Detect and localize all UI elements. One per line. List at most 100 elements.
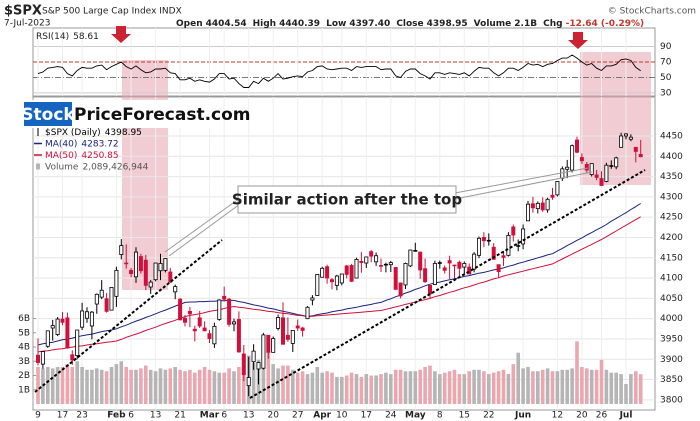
volume-bar xyxy=(158,368,163,404)
volume-bar xyxy=(291,369,295,404)
volume-bar xyxy=(467,371,471,404)
volume-bar xyxy=(521,368,525,404)
candle-body xyxy=(447,260,452,264)
candle-body xyxy=(133,251,138,278)
y-tick-label: 4400 xyxy=(660,152,683,162)
volume-bar xyxy=(286,365,290,404)
volume-bar xyxy=(340,376,344,404)
volume-bar xyxy=(46,366,50,404)
logo-badge xyxy=(24,102,72,126)
candle-body xyxy=(609,165,614,167)
candle-body xyxy=(266,334,271,353)
x-tick-label: 26 xyxy=(596,411,608,421)
quote-value: 2.1B xyxy=(514,19,537,29)
index-name: S&P 500 Large Cap Index INDX xyxy=(42,7,182,17)
legend-value: 2,089,426,944 xyxy=(82,162,148,172)
volume-bar xyxy=(178,369,182,404)
x-tick-label: 10 xyxy=(336,411,348,421)
volume-bar xyxy=(80,366,84,404)
candle-body xyxy=(604,164,609,182)
candle-body xyxy=(427,284,432,295)
y-tick-label: 3800 xyxy=(660,395,683,405)
volume-bar xyxy=(222,372,226,404)
trend-line xyxy=(249,169,646,399)
volume-bar xyxy=(629,374,633,404)
volume-bar xyxy=(212,371,217,404)
volume-bar xyxy=(526,366,530,404)
volume-bar xyxy=(565,369,569,404)
volume-bar xyxy=(413,371,418,404)
volume-bar xyxy=(379,374,383,404)
candle-body xyxy=(423,268,428,283)
candle-body xyxy=(481,237,486,242)
candle-body xyxy=(496,264,501,272)
candle-body xyxy=(624,133,629,137)
volume-bar xyxy=(55,366,60,404)
volume-bar xyxy=(153,371,158,404)
volume-bar xyxy=(330,372,334,404)
y-tick-label: 4000 xyxy=(660,314,683,324)
volume-bar xyxy=(36,366,40,404)
candle-body xyxy=(212,325,217,345)
rsi-line xyxy=(37,54,641,88)
x-tick-label: 22 xyxy=(483,411,494,421)
volume-bar xyxy=(90,369,94,404)
logo-text: PriceForecast.com xyxy=(74,105,251,125)
candle-body xyxy=(129,269,134,274)
volume-bar xyxy=(173,366,177,404)
candle-body xyxy=(153,262,158,281)
volume-bar xyxy=(300,371,305,404)
x-tick-label: 21 xyxy=(174,411,185,421)
candle-body xyxy=(168,271,173,283)
candle-body xyxy=(374,255,379,263)
candle-body xyxy=(315,274,320,296)
x-tick-label: 12 xyxy=(552,411,563,421)
moving-average xyxy=(37,203,641,346)
candle-body xyxy=(138,256,143,272)
x-tick-label: 6 xyxy=(128,411,134,421)
volume-bar xyxy=(364,374,369,404)
volume-bar xyxy=(560,369,565,404)
candle-body xyxy=(334,275,339,286)
candle-body xyxy=(104,298,109,312)
candle-body xyxy=(256,362,261,370)
volume-bar xyxy=(237,366,241,404)
volume-bar xyxy=(501,369,506,404)
volume-bar xyxy=(197,369,202,404)
volume-bar xyxy=(134,369,138,404)
callout-line xyxy=(164,197,241,253)
x-tick-label: Jul xyxy=(619,411,633,421)
volume-bar xyxy=(570,368,574,404)
volume-bar xyxy=(129,369,133,404)
annotation-box xyxy=(237,185,457,214)
volume-bar xyxy=(104,371,109,404)
y-tick-label: 4300 xyxy=(660,192,683,202)
volume-bar xyxy=(452,369,457,404)
y-tick-label: 30 xyxy=(660,88,672,98)
volume-bar xyxy=(575,341,579,404)
volume-bar xyxy=(60,366,65,404)
candle-body xyxy=(300,327,305,331)
volume-bar xyxy=(418,369,422,404)
y-tick-label: 3950 xyxy=(660,334,683,344)
candle-body xyxy=(638,154,643,158)
volume-tick-label: 2B xyxy=(18,371,30,381)
candle-body xyxy=(344,265,349,275)
candle-body xyxy=(354,258,359,279)
rsi-value: 58.61 xyxy=(73,32,99,42)
trend-line xyxy=(34,239,223,393)
volume-bar xyxy=(589,369,594,404)
legend-swatch xyxy=(36,163,40,170)
candle-body xyxy=(40,351,45,365)
quote-name: Chg xyxy=(543,19,562,29)
grid xyxy=(33,28,655,410)
candle-body xyxy=(501,255,506,258)
volume-bar xyxy=(624,384,628,404)
highlight-area xyxy=(122,60,168,290)
arrow xyxy=(111,26,131,43)
volume-bar xyxy=(202,366,207,404)
candle-body xyxy=(70,354,75,361)
legend-value: 4250.85 xyxy=(81,151,118,161)
candle-body xyxy=(442,267,447,271)
volume-bar xyxy=(41,368,45,404)
